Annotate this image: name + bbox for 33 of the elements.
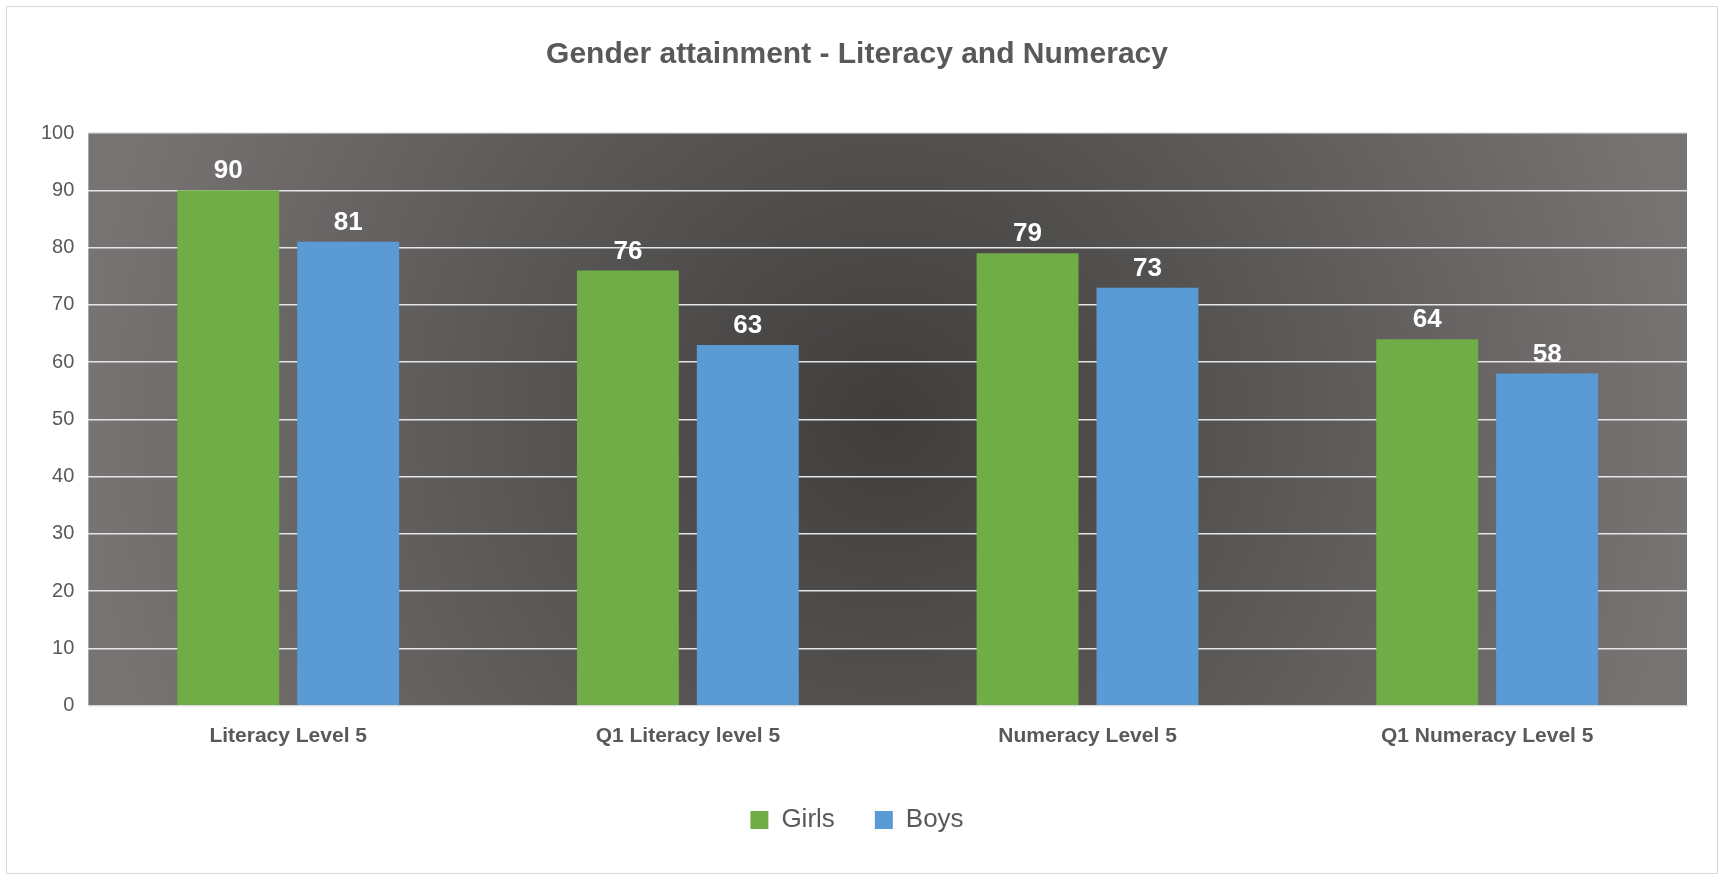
y-tick-label: 10 bbox=[52, 636, 75, 659]
data-label: 64 bbox=[1412, 303, 1443, 334]
bar bbox=[297, 241, 400, 706]
y-tick-label: 30 bbox=[52, 521, 75, 544]
x-tick-label: Q1 Numeracy Level 5 bbox=[1380, 723, 1594, 747]
chart-title: Gender attainment - Literacy and Numeracy bbox=[546, 36, 1169, 70]
data-label: 63 bbox=[733, 309, 763, 340]
y-tick-label: 80 bbox=[52, 235, 75, 258]
y-tick-label: 40 bbox=[52, 464, 75, 487]
bar bbox=[1096, 287, 1199, 706]
data-label: 79 bbox=[1013, 217, 1043, 248]
data-label: 73 bbox=[1133, 251, 1162, 282]
y-tick-label: 0 bbox=[63, 693, 75, 716]
bar bbox=[576, 270, 679, 706]
bar bbox=[976, 253, 1079, 706]
data-label: 58 bbox=[1532, 337, 1562, 368]
bar bbox=[696, 344, 799, 706]
bar bbox=[1496, 373, 1599, 706]
y-tick-label: 50 bbox=[52, 406, 75, 429]
x-tick-label: Literacy Level 5 bbox=[209, 723, 368, 747]
bar bbox=[177, 190, 280, 706]
y-tick-label: 100 bbox=[40, 120, 75, 143]
legend-label: Girls bbox=[781, 803, 835, 834]
y-tick-label: 60 bbox=[52, 349, 75, 372]
y-tick-label: 90 bbox=[52, 177, 75, 200]
legend-label: Boys bbox=[905, 803, 964, 834]
data-label: 90 bbox=[213, 154, 243, 185]
y-tick-label: 20 bbox=[52, 578, 75, 601]
x-tick-label: Q1 Literacy level 5 bbox=[595, 723, 781, 747]
x-tick-label: Numeracy Level 5 bbox=[998, 723, 1178, 747]
data-label: 81 bbox=[333, 206, 363, 236]
y-tick-label: 70 bbox=[52, 292, 75, 315]
bar bbox=[1376, 339, 1479, 706]
